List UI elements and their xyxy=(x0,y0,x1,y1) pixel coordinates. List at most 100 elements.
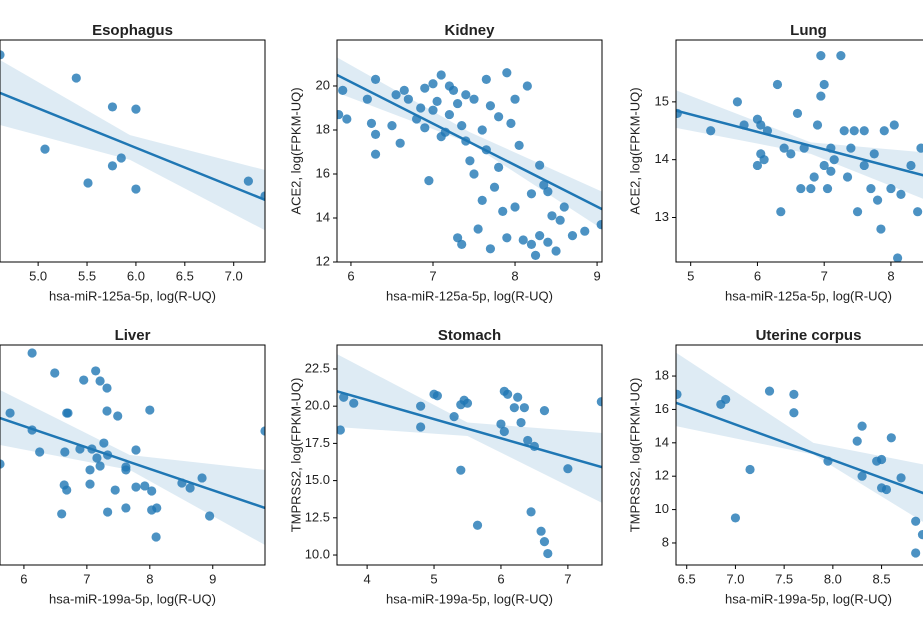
point xyxy=(477,125,487,135)
point xyxy=(498,206,508,216)
point xyxy=(764,386,775,396)
point xyxy=(514,140,524,150)
x-tick-label: 5.5 xyxy=(78,268,96,283)
x-tick-label: 6 xyxy=(20,571,27,586)
point xyxy=(457,239,467,249)
point xyxy=(57,509,67,519)
point xyxy=(730,513,741,523)
x-tick-label: 8 xyxy=(511,268,518,283)
point xyxy=(809,172,819,182)
point xyxy=(812,120,823,130)
point xyxy=(872,195,883,205)
x-tick-label: 4 xyxy=(363,571,370,586)
y-tick-label: 14 xyxy=(655,434,669,449)
point xyxy=(776,207,786,217)
point xyxy=(852,207,863,217)
point xyxy=(842,172,853,182)
y-tick-label: 15.0 xyxy=(305,472,330,487)
y-tick-label: 20 xyxy=(316,77,330,92)
point xyxy=(886,433,896,443)
point xyxy=(102,406,112,416)
point xyxy=(535,160,545,170)
x-tick-label: 8.5 xyxy=(873,571,891,586)
point xyxy=(759,155,769,165)
point xyxy=(387,120,397,131)
point xyxy=(99,438,109,448)
point xyxy=(338,85,348,95)
y-tick-label: 12 xyxy=(655,468,669,483)
point xyxy=(526,507,536,517)
y-tick-label: 10.0 xyxy=(305,546,330,561)
point xyxy=(806,183,816,194)
plot-area xyxy=(337,354,602,559)
point xyxy=(829,155,839,165)
x-tick-label: 8 xyxy=(146,571,153,586)
point xyxy=(5,408,15,418)
x-tick-label: 8.0 xyxy=(824,571,842,586)
point xyxy=(465,156,475,166)
point xyxy=(816,51,826,61)
y-tick-label: 18 xyxy=(655,367,669,382)
x-axis-label: hsa-miR-125a-5p, log(R-UQ) xyxy=(386,288,553,303)
point xyxy=(71,73,81,83)
point xyxy=(432,391,442,401)
x-axis-label: hsa-miR-125a-5p, log(R-UQ) xyxy=(49,288,216,303)
point xyxy=(496,419,506,429)
x-tick-label: 7 xyxy=(821,268,828,283)
y-tick-label: 14 xyxy=(316,209,330,224)
y-tick-label: 12 xyxy=(316,253,330,268)
point xyxy=(121,462,131,472)
plot-area xyxy=(676,51,923,262)
y-tick-label: 20.0 xyxy=(305,398,330,413)
point xyxy=(543,237,553,247)
point xyxy=(822,183,833,194)
point xyxy=(876,224,886,234)
y-axis-label: ACE2, log(FPKM-UQ) xyxy=(627,87,642,214)
point xyxy=(337,109,344,120)
point xyxy=(886,183,896,194)
panel: 5 6 7 8 13 14 15 Lung hsa-miR-125a-5p, log(R-UQ)… xyxy=(627,22,923,303)
point xyxy=(879,126,889,136)
point xyxy=(457,120,467,131)
x-tick-label: 7 xyxy=(564,571,571,586)
point xyxy=(91,366,101,376)
point xyxy=(819,79,829,90)
point xyxy=(63,408,73,418)
x-tick-label: 5 xyxy=(430,571,437,586)
point xyxy=(789,408,799,418)
point xyxy=(596,397,602,407)
y-tick-label: 10 xyxy=(655,501,669,516)
point xyxy=(786,149,796,159)
point xyxy=(337,425,345,435)
point xyxy=(152,503,162,513)
point xyxy=(896,473,906,483)
point xyxy=(772,79,783,90)
y-tick-label: 12.5 xyxy=(305,509,330,524)
point xyxy=(85,465,95,475)
point xyxy=(107,161,118,171)
y-tick-label: 13 xyxy=(655,209,669,224)
point xyxy=(857,421,867,431)
point xyxy=(513,392,523,402)
point xyxy=(370,149,381,159)
point xyxy=(0,459,5,469)
y-tick-label: 22.5 xyxy=(305,360,330,375)
point xyxy=(519,403,529,413)
point xyxy=(913,207,923,217)
x-tick-label: 7 xyxy=(429,268,436,283)
point xyxy=(543,186,553,197)
panel: 6.5 7.0 7.5 8.0 8.5 8 10 12 14 16 18 Uterine corpus… xyxy=(627,327,923,606)
point xyxy=(428,79,438,89)
point xyxy=(881,484,892,495)
point xyxy=(551,246,561,256)
point xyxy=(559,202,569,212)
point xyxy=(796,183,806,194)
x-tick-label: 6 xyxy=(347,268,354,283)
point xyxy=(526,189,537,199)
point xyxy=(416,103,426,113)
point xyxy=(95,461,105,471)
regression-line xyxy=(676,401,923,495)
point xyxy=(395,138,405,148)
point xyxy=(819,160,829,171)
